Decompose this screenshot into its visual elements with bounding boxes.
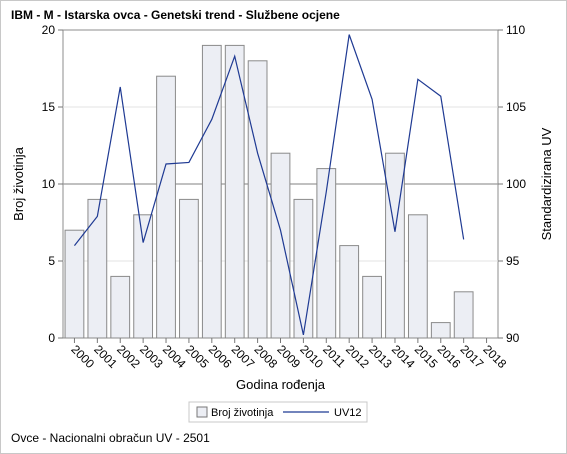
x-axis-label: Godina rođenja — [236, 377, 326, 392]
y2-axis-label: Standardizirana UV — [539, 127, 554, 240]
bar-2008 — [247, 60, 268, 339]
bar-2015 — [407, 214, 428, 339]
x-tick-label: 2002 — [114, 342, 143, 371]
legend-label-bar: Broj životinja — [211, 407, 274, 419]
x-tick-label: 2005 — [183, 342, 212, 371]
bar-2007 — [224, 44, 245, 339]
bar-2002 — [110, 275, 131, 339]
legend-box — [188, 401, 368, 423]
y-axis-label: Broj životinja — [11, 146, 26, 220]
bar-2012 — [339, 245, 360, 339]
x-tick-label: 2004 — [160, 342, 189, 371]
y2-tick-label: 105 — [506, 100, 526, 114]
bar-2013 — [362, 275, 382, 339]
x-tick-label: 2001 — [91, 342, 120, 371]
bar-2006 — [201, 44, 222, 339]
y-tick-label: 20 — [42, 23, 56, 37]
bar-2000 — [64, 229, 85, 339]
x-tick-label: 2011 — [320, 342, 348, 370]
x-axis: 2000200120022003200420052006200720082009… — [68, 338, 509, 371]
x-tick-label: 2006 — [206, 342, 235, 371]
y-axis-right: 90 95 100 105 110 — [498, 23, 526, 345]
bar-2004 — [156, 75, 176, 339]
footnote: Ovce - Nacionalni obračun UV - 2501 — [11, 431, 210, 445]
x-tick-label: 2013 — [366, 342, 395, 371]
uv12-line — [73, 34, 465, 336]
y-tick-label: 10 — [42, 177, 56, 191]
bar-series — [64, 44, 474, 339]
x-tick-label: 2008 — [251, 342, 280, 371]
x-tick-label: 2007 — [229, 342, 258, 371]
x-tick-label: 2010 — [297, 342, 326, 371]
y-tick-label: 5 — [48, 254, 55, 268]
y2-tick-label: 95 — [506, 254, 520, 268]
x-tick-label: 2003 — [137, 342, 166, 371]
bar-2009 — [270, 152, 291, 339]
bar-2017 — [453, 291, 474, 339]
bar-2014 — [385, 152, 405, 339]
x-tick-label: 2009 — [274, 342, 303, 371]
bar-2010 — [293, 198, 314, 339]
x-tick-label: 2015 — [412, 342, 441, 371]
chart-title: IBM - M - Istarska ovca - Genetski trend… — [11, 8, 340, 22]
y-axis-left: 0 5 10 15 20 — [42, 23, 63, 345]
line-series — [73, 34, 465, 336]
x-tick-label: 2014 — [389, 342, 418, 371]
x-tick-label: 2012 — [343, 342, 372, 371]
bar-2003 — [133, 214, 154, 339]
bar-2016 — [430, 322, 451, 339]
y2-tick-label: 90 — [506, 331, 520, 345]
y-tick-label: 15 — [42, 100, 56, 114]
bar-2001 — [87, 198, 108, 339]
x-tick-label: 2018 — [480, 342, 509, 371]
legend-label-line: UV12 — [334, 407, 362, 419]
x-tick-label: 2017 — [458, 342, 487, 371]
x-tick-label: 2016 — [435, 342, 464, 371]
y-tick-label: 0 — [48, 331, 55, 345]
legend: Broj životinja UV12 — [188, 401, 368, 423]
x-tick-label: 2000 — [68, 342, 97, 371]
y2-tick-label: 100 — [506, 177, 526, 191]
y2-tick-label: 110 — [506, 23, 525, 37]
legend-swatch-bar — [196, 406, 208, 418]
bar-2005 — [179, 198, 199, 339]
